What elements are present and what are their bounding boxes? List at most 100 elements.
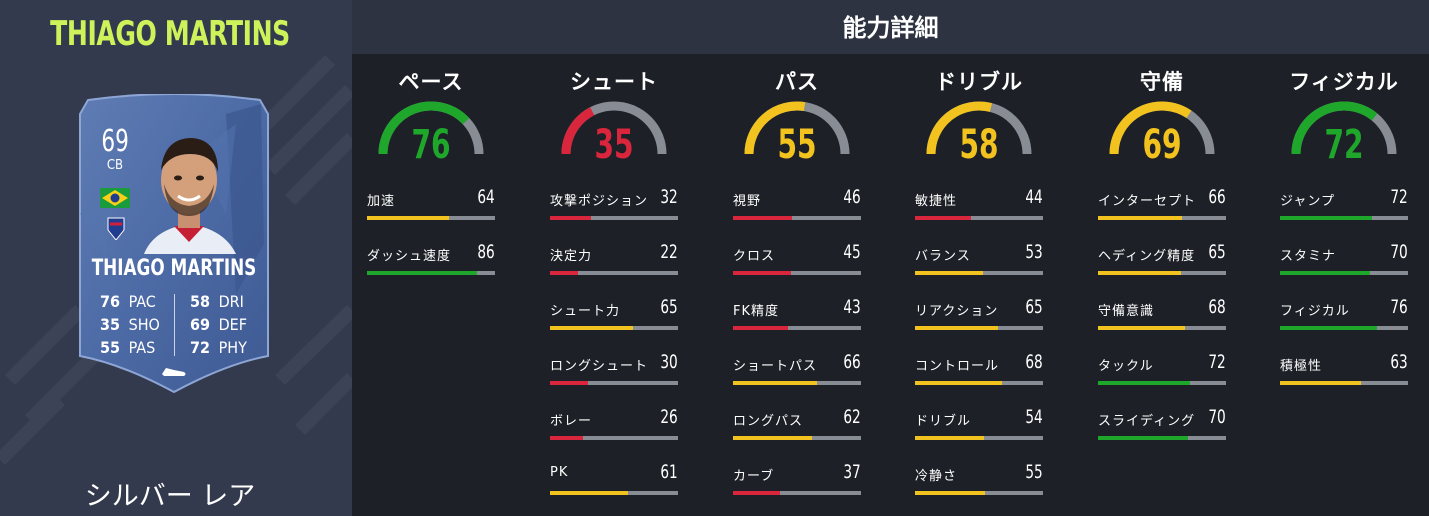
stat-value: 32 (660, 186, 678, 208)
stat-name: ロングパス (733, 414, 804, 429)
stat-value: 45 (843, 241, 861, 263)
stat-bar-track (915, 326, 1043, 330)
category-rating: 55 (777, 122, 817, 168)
stat-name: スライディング (1098, 414, 1196, 429)
card-stat-value: 55 (100, 338, 121, 357)
player-card[interactable]: 69 CB THIAGO MARTINS 76 PAC 35 SHO 55 PA… (76, 94, 272, 394)
category-gauge (744, 101, 850, 155)
stat-name: 冷静さ (915, 469, 958, 484)
card-divider (174, 294, 175, 356)
gauge-fill (926, 101, 993, 155)
stat-name: ヘディング精度 (1098, 249, 1196, 264)
stat-bar-track (733, 326, 861, 330)
stat-value: 65 (660, 296, 678, 318)
category-rating: 69 (1142, 122, 1182, 168)
gauge-fill (1291, 101, 1378, 155)
stat-bar-track (550, 216, 678, 220)
card-stat-value: 76 (100, 292, 121, 311)
stat-value: 43 (843, 296, 861, 318)
stat-name: タックル (1098, 359, 1154, 374)
stat-name: ボレー (550, 414, 593, 429)
stat-value: 63 (1390, 351, 1408, 373)
stat-value: 55 (1025, 461, 1043, 483)
stat-bar-fill (1098, 381, 1191, 385)
stat-value: 65 (1025, 296, 1043, 318)
stat-value: 66 (843, 351, 861, 373)
stat-name: 攻撃ポジション (550, 194, 649, 209)
stat-row: 攻撃ポジション 32 (550, 186, 678, 230)
stat-row: 積極性 63 (1280, 351, 1408, 395)
card-stat-row: 58 DRI (190, 290, 247, 313)
stat-row: ロングパス 62 (733, 406, 861, 450)
stat-row: FK精度 43 (733, 296, 861, 340)
stat-value: 68 (1208, 296, 1226, 318)
stat-bar-track (1098, 326, 1226, 330)
stat-row: カーブ 37 (733, 461, 861, 505)
stat-value: 30 (660, 351, 678, 373)
stat-bar-track (1280, 271, 1408, 275)
stat-name: ショートパス (733, 359, 818, 374)
stat-name: PK (550, 465, 569, 480)
stat-name: インターセプト (1098, 194, 1197, 209)
stat-value: 76 (1390, 296, 1408, 318)
stat-bar-fill (367, 216, 449, 220)
stat-row: PK 61 (550, 461, 678, 505)
category-name: ペース (398, 70, 464, 94)
category-rating: 35 (594, 122, 634, 168)
stat-bar-track (733, 491, 861, 495)
stat-bar-track (367, 216, 495, 220)
overall-rating: 69 (101, 124, 129, 159)
stat-row: 決定力 22 (550, 241, 678, 285)
stat-value: 72 (1390, 186, 1408, 208)
stat-name: 視野 (733, 194, 762, 209)
category-name: シュート (570, 70, 658, 94)
stat-name: 加速 (367, 194, 396, 209)
card-stat-label: PAS (128, 338, 156, 357)
stat-row: タックル 72 (1098, 351, 1226, 395)
category-gauge (926, 101, 1032, 155)
stat-value: 70 (1390, 241, 1408, 263)
stat-row: ヘディング精度 65 (1098, 241, 1226, 285)
stat-row: ロングシュート 30 (550, 351, 678, 395)
stat-bar-fill (1098, 326, 1186, 330)
stat-bar-fill (550, 491, 629, 495)
stat-value: 64 (477, 186, 495, 208)
stat-row: 守備意識 68 (1098, 296, 1226, 340)
stat-row: シュート力 65 (550, 296, 678, 340)
stat-name: FK精度 (733, 304, 780, 319)
stat-name: リアクション (915, 304, 999, 319)
stat-name: クロス (733, 249, 776, 264)
card-stat-value: 69 (190, 315, 211, 334)
card-stat-row: 35 SHO (100, 313, 160, 336)
category-rating: 72 (1324, 122, 1364, 168)
category-column: シュート 35 攻撃ポジション 32 決定力 22 シュート力 65 ロングシュート 30 ボレー 2… (550, 62, 678, 512)
stat-name: コントロール (915, 359, 1000, 374)
stat-bar-fill (733, 216, 792, 220)
stat-name: スタミナ (1280, 249, 1337, 264)
stat-bar-track (915, 381, 1043, 385)
category-column: ペース 76 加速 64 ダッシュ速度 86 (367, 62, 495, 512)
stat-bar-fill (550, 271, 579, 275)
stat-bar-track (733, 381, 861, 385)
stat-name: バランス (915, 249, 971, 264)
stat-row: クロス 45 (733, 241, 861, 285)
stat-value: 54 (1025, 406, 1043, 428)
header-bar: 能力詳細 (352, 0, 1429, 54)
stat-bar-fill (550, 326, 634, 330)
stat-bar-fill (1098, 271, 1182, 275)
card-stat-value: 58 (190, 292, 211, 311)
stat-name: フィジカル (1280, 304, 1350, 319)
card-stat-label: PHY (218, 338, 247, 357)
stat-bar-fill (915, 216, 972, 220)
category-column: パス 55 視野 46 クロス 45 FK精度 43 ショートパス 66 ロングパス 62 カーブ 37 (733, 62, 861, 512)
category-gauge (378, 101, 484, 155)
stat-name: ドリブル (915, 414, 972, 429)
stat-value: 70 (1208, 406, 1226, 428)
category-gauge (561, 101, 667, 155)
stat-name: 守備意識 (1098, 304, 1155, 319)
stat-bar-fill (733, 326, 789, 330)
card-player-name: THIAGO MARTINS (91, 256, 257, 281)
gauge-fill (744, 101, 806, 155)
stat-row: ドリブル 54 (915, 406, 1043, 450)
stat-bar-track (1280, 326, 1408, 330)
